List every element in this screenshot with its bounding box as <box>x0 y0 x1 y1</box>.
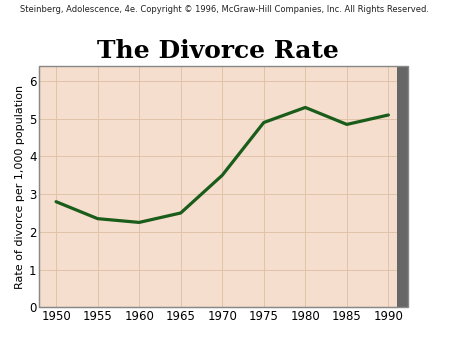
Text: Steinberg, Adolescence, 4e. Copyright © 1996, McGraw-Hill Companies, Inc. All Ri: Steinberg, Adolescence, 4e. Copyright © … <box>21 5 429 14</box>
Title: The Divorce Rate: The Divorce Rate <box>97 39 339 63</box>
Y-axis label: Rate of divorce per 1,000 population: Rate of divorce per 1,000 population <box>15 84 25 289</box>
